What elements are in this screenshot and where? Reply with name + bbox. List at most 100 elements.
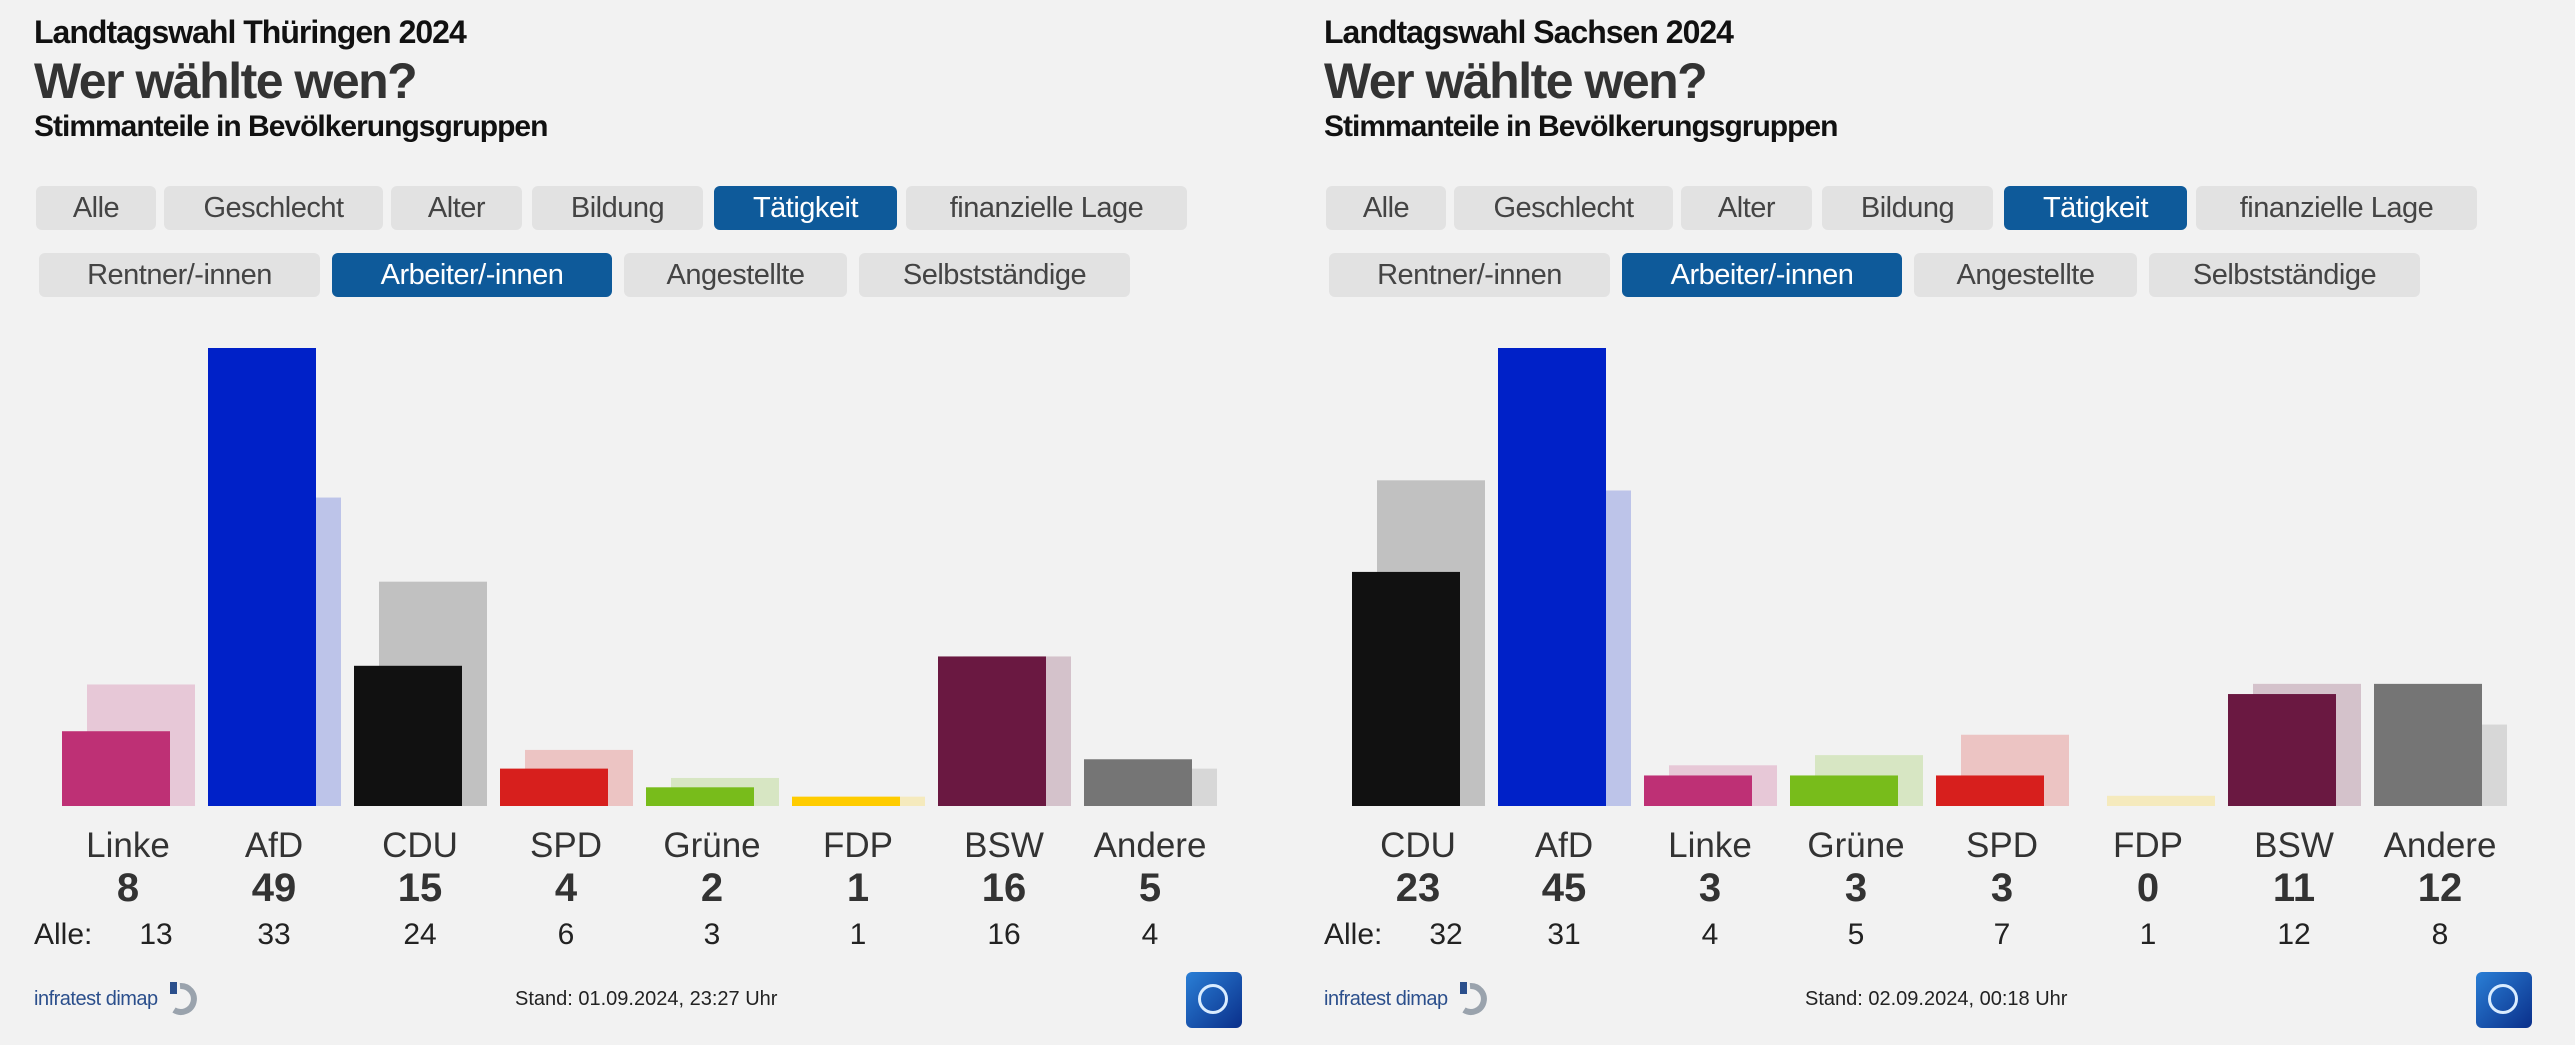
tab-bildung[interactable]: Bildung: [1822, 186, 1993, 230]
tab-finanzielle-lage[interactable]: finanzielle Lage: [2196, 186, 2477, 230]
value-label: 5: [1138, 866, 1162, 910]
alle-value-label: 12: [2277, 918, 2311, 951]
party-label: CDU: [382, 826, 458, 865]
value-label: 11: [2272, 866, 2316, 910]
party-label: CDU: [1380, 826, 1456, 865]
subtab-rentner-innen[interactable]: Rentner/-innen: [39, 253, 320, 297]
tab-tätigkeit[interactable]: Tätigkeit: [2004, 186, 2187, 230]
tab-tätigkeit[interactable]: Tätigkeit: [714, 186, 897, 230]
value-label: 16: [981, 866, 1027, 910]
subtab-angestellte[interactable]: Angestellte: [624, 253, 847, 297]
bar-Linke: [1644, 775, 1752, 806]
bar-Grüne: [1790, 775, 1898, 806]
alle-value-label: 24: [403, 918, 437, 951]
party-label: Linke: [1668, 826, 1752, 865]
party-label: Andere: [1093, 826, 1207, 865]
alle-value-label: 16: [987, 918, 1021, 951]
subtab-selbstständige[interactable]: Selbstständige: [859, 253, 1130, 297]
party-label: SPD: [1966, 826, 2038, 865]
value-label: 3: [1844, 866, 1868, 910]
infratest-dimap-icon: [1460, 982, 1490, 1016]
party-label: Linke: [86, 826, 170, 865]
bar-Andere: [2374, 683, 2482, 806]
tab-geschlecht[interactable]: Geschlecht: [164, 186, 383, 230]
bar-AfD: [1498, 348, 1606, 806]
alle-value-label: 6: [557, 918, 575, 951]
value-label: 45: [1541, 866, 1587, 910]
bar-SPD: [1936, 775, 2044, 806]
alle-label: Alle:: [34, 918, 93, 951]
tagesschau-logo-icon: [2476, 972, 2532, 1028]
party-label: Andere: [2383, 826, 2497, 865]
bar-BSW: [2228, 694, 2336, 806]
alle-label: Alle:: [1324, 918, 1383, 951]
alle-value-label: 33: [257, 918, 291, 951]
party-label: FDP: [2113, 826, 2183, 865]
value-label: 3: [1990, 866, 2014, 910]
value-label: 8: [116, 866, 140, 910]
bar-CDU: [354, 665, 462, 806]
bar-Linke: [62, 731, 170, 806]
tab-bildung[interactable]: Bildung: [532, 186, 703, 230]
subtab-rentner-innen[interactable]: Rentner/-innen: [1329, 253, 1610, 297]
bar-chart: [62, 348, 1217, 806]
page-title: Wer wählte wen?: [34, 53, 418, 109]
alle-value-label: 3: [703, 918, 721, 951]
value-label: 2: [700, 866, 724, 910]
party-label: SPD: [530, 826, 602, 865]
bar-Grüne: [646, 787, 754, 806]
bar-Andere: [1084, 759, 1192, 806]
bar-alle-FDP: [2107, 795, 2215, 806]
value-label: 0: [2136, 866, 2160, 910]
page-title: Wer wählte wen?: [1324, 53, 1708, 109]
bar-AfD: [208, 348, 316, 806]
alle-value-label: 1: [849, 918, 867, 951]
alle-value-label: 31: [1547, 918, 1581, 951]
party-label: Grüne: [1807, 826, 1905, 865]
bar-chart: [1352, 348, 2507, 806]
alle-value-label: 4: [1141, 918, 1159, 951]
value-label: 12: [2417, 866, 2463, 910]
bar-FDP: [792, 796, 900, 806]
party-label: Grüne: [663, 826, 761, 865]
stand-timestamp: Stand: 01.09.2024, 23:27 Uhr: [515, 988, 778, 1010]
kicker: Landtagswahl Sachsen 2024: [1324, 14, 1734, 50]
alle-value-label: 13: [139, 918, 173, 951]
stand-timestamp: Stand: 02.09.2024, 00:18 Uhr: [1805, 988, 2068, 1010]
tab-alle[interactable]: Alle: [1326, 186, 1446, 230]
subtab-selbstständige[interactable]: Selbstständige: [2149, 253, 2420, 297]
party-label: AfD: [244, 826, 304, 865]
tab-alle[interactable]: Alle: [36, 186, 156, 230]
party-label: AfD: [1534, 826, 1594, 865]
alle-value-label: 7: [1993, 918, 2011, 951]
kicker: Landtagswahl Thüringen 2024: [34, 14, 467, 50]
bar-CDU: [1352, 571, 1460, 806]
subtab-arbeiter-innen[interactable]: Arbeiter/-innen: [332, 253, 612, 297]
subtitle: Stimmanteile in Bevölkerungsgruppen: [1324, 110, 1838, 143]
alle-value-label: 32: [1429, 918, 1463, 951]
subtab-angestellte[interactable]: Angestellte: [1914, 253, 2137, 297]
party-label: BSW: [2254, 826, 2334, 865]
tab-geschlecht[interactable]: Geschlecht: [1454, 186, 1673, 230]
tagesschau-logo-icon: [1186, 972, 1242, 1028]
value-label: 4: [554, 866, 578, 910]
infratest-dimap-icon: [170, 982, 200, 1016]
value-label: 49: [251, 866, 297, 910]
tab-finanzielle-lage[interactable]: finanzielle Lage: [906, 186, 1187, 230]
value-label: 15: [397, 866, 443, 910]
infratest-dimap-logo: infratest dimap: [1324, 988, 1448, 1010]
value-label: 1: [846, 866, 870, 910]
bar-SPD: [500, 768, 608, 806]
subtitle: Stimmanteile in Bevölkerungsgruppen: [34, 110, 548, 143]
subtab-arbeiter-innen[interactable]: Arbeiter/-innen: [1622, 253, 1902, 297]
value-label: 23: [1395, 866, 1441, 910]
value-label: 3: [1698, 866, 1722, 910]
alle-value-label: 8: [2431, 918, 2449, 951]
party-label: FDP: [823, 826, 893, 865]
alle-value-label: 5: [1847, 918, 1865, 951]
party-label: BSW: [964, 826, 1044, 865]
alle-value-label: 4: [1701, 918, 1719, 951]
infratest-dimap-logo: infratest dimap: [34, 988, 158, 1010]
tab-alter[interactable]: Alter: [1681, 186, 1812, 230]
tab-alter[interactable]: Alter: [391, 186, 522, 230]
